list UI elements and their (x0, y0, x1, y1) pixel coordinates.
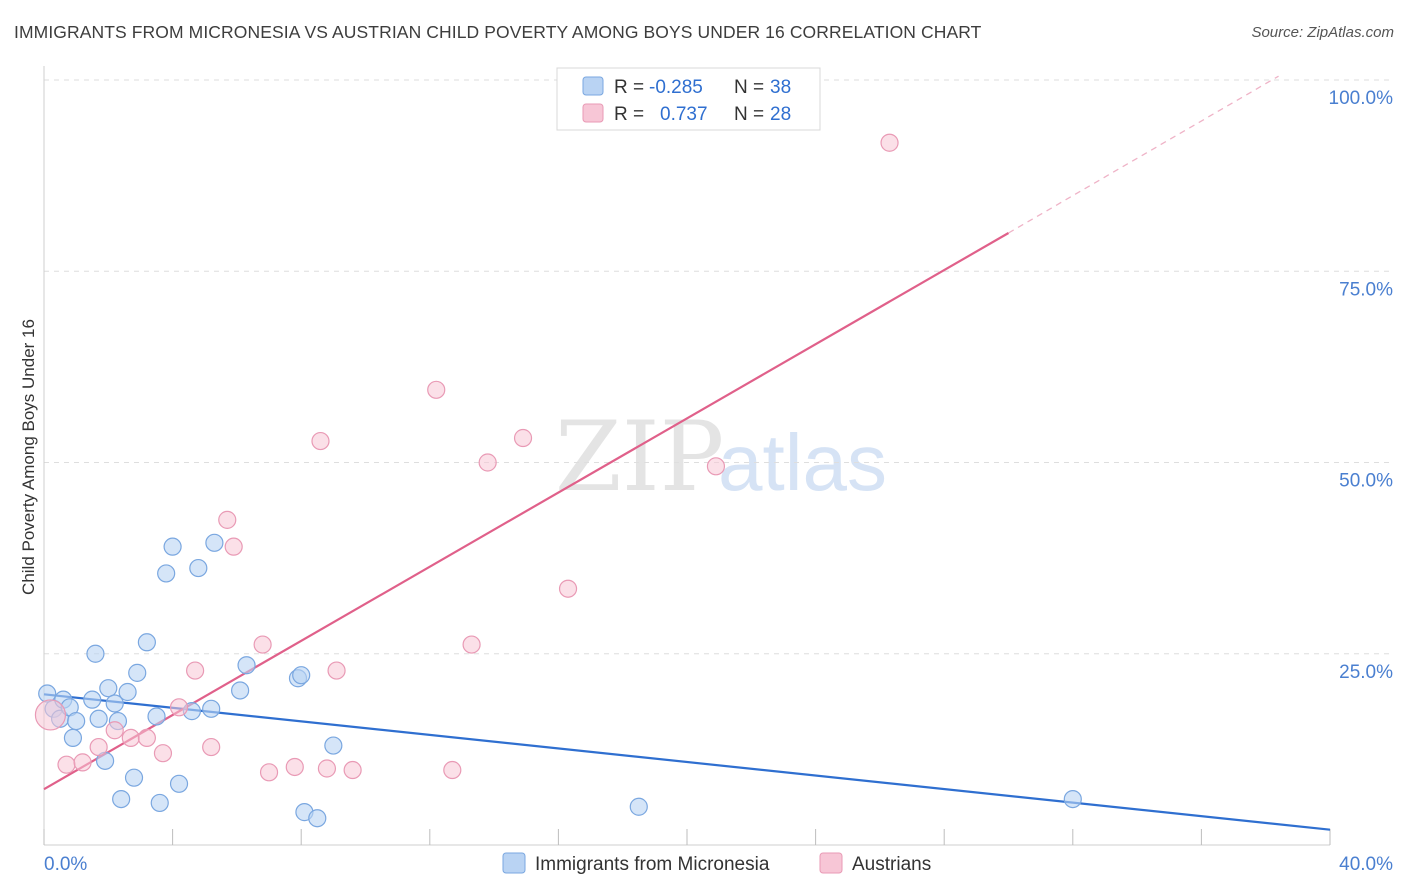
x-tick-labels: 0.0% 40.0% (44, 854, 1393, 875)
point-micronesia (308, 809, 327, 828)
legend-n-value-pink: 28 (770, 104, 791, 125)
point-micronesia (112, 789, 131, 809)
point-austrians (253, 635, 272, 654)
series-austrians-points (34, 133, 899, 782)
point-austrians (34, 699, 67, 731)
point-micronesia (231, 681, 250, 700)
series-micronesia-points (38, 533, 1082, 828)
point-austrians (169, 698, 189, 717)
point-micronesia (83, 690, 102, 709)
legend-r-value-blue: -0.285 (649, 77, 703, 98)
point-austrians (706, 457, 726, 476)
trendline-micronesia (43, 693, 1331, 831)
y-tick-label: 75.0% (1339, 279, 1393, 300)
legend-r-label-blue: R = (614, 77, 644, 98)
point-micronesia (63, 728, 83, 748)
point-micronesia (86, 644, 105, 663)
point-austrians (73, 753, 92, 772)
point-micronesia (189, 558, 208, 578)
point-austrians (202, 737, 221, 757)
point-micronesia (163, 537, 182, 556)
trendlines (43, 75, 1331, 831)
y-axis-label: Child Poverty Among Boys Under 16 (19, 319, 38, 595)
point-austrians (343, 760, 362, 780)
point-micronesia (137, 633, 156, 652)
point-micronesia (150, 793, 169, 813)
x-tick-label: 40.0% (1339, 854, 1393, 875)
point-micronesia (324, 736, 343, 755)
point-austrians (259, 763, 279, 782)
point-austrians (317, 759, 337, 778)
legend-n-label-blue: N = (734, 77, 764, 98)
watermark-zip: ZIP (555, 401, 724, 513)
point-micronesia (67, 711, 86, 731)
point-micronesia (292, 666, 311, 685)
chart-title: IMMIGRANTS FROM MICRONESIA VS AUSTRIAN C… (14, 22, 982, 42)
correlation-legend: R = -0.285 N = 38 R = 0.737 N = 28 (556, 67, 821, 131)
point-micronesia (629, 797, 648, 816)
point-austrians (224, 537, 243, 556)
legend-n-label-pink: N = (734, 104, 764, 125)
point-austrians (153, 744, 173, 763)
point-austrians (285, 757, 304, 777)
legend-r-value-pink: 0.737 (660, 104, 708, 125)
point-austrians (327, 661, 346, 680)
point-micronesia (157, 564, 176, 583)
point-micronesia (237, 656, 256, 675)
legend-swatch-pink (582, 103, 604, 123)
point-austrians (57, 755, 76, 774)
point-micronesia (169, 774, 189, 793)
y-tick-label: 100.0% (1329, 88, 1394, 109)
point-micronesia (147, 707, 166, 726)
point-austrians (89, 737, 108, 757)
point-austrians (311, 431, 330, 451)
point-micronesia (118, 682, 137, 702)
x-tick-label: 0.0% (44, 854, 87, 875)
point-austrians (186, 661, 205, 680)
watermark-atlas: atlas (718, 418, 887, 507)
bottom-legend-label-micronesia: Immigrants from Micronesia (535, 854, 770, 875)
legend-r-label-pink: R = (614, 104, 644, 125)
point-austrians (427, 380, 446, 399)
point-austrians (558, 579, 578, 598)
point-micronesia (89, 709, 108, 728)
y-tick-label: 50.0% (1339, 471, 1393, 492)
series-legend: Immigrants from Micronesia Austrians (502, 852, 931, 875)
point-austrians (478, 453, 497, 472)
point-austrians (105, 721, 124, 740)
point-austrians (121, 728, 140, 748)
legend-swatch-blue (582, 76, 604, 96)
point-austrians (513, 428, 533, 448)
gridlines (44, 79, 1392, 655)
bottom-legend-label-austrians: Austrians (852, 854, 931, 875)
trendline-austrians (43, 232, 1010, 791)
bottom-legend-swatch-blue (502, 852, 526, 874)
point-micronesia (128, 663, 147, 682)
trendline-austrians-extension (1008, 75, 1279, 234)
point-micronesia (124, 768, 144, 787)
point-austrians (137, 728, 156, 748)
point-micronesia (205, 533, 224, 552)
point-austrians (443, 760, 462, 780)
y-tick-labels: 25.0% 50.0% 75.0% 100.0% (1329, 88, 1394, 683)
legend-n-value-blue: 38 (770, 77, 791, 98)
point-micronesia (1063, 789, 1082, 809)
point-micronesia (105, 694, 124, 713)
point-austrians (880, 133, 899, 152)
source-label: Source: ZipAtlas.com (1251, 24, 1394, 41)
bottom-legend-swatch-pink (819, 852, 843, 874)
point-austrians (462, 635, 481, 654)
y-tick-label: 25.0% (1339, 662, 1393, 683)
point-micronesia (202, 699, 221, 718)
point-micronesia (99, 679, 118, 698)
point-austrians (218, 510, 237, 529)
point-micronesia (38, 684, 57, 703)
